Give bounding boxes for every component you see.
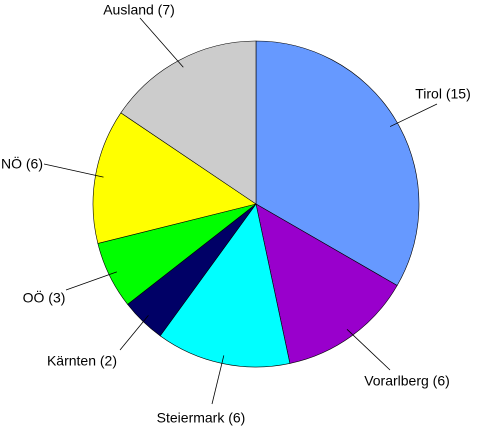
slice-label: Steiermark (6) [157,410,246,426]
leader-line [65,271,117,291]
leader-line [346,328,391,371]
leader-line [139,17,184,68]
leader-line [389,103,438,127]
slice-label: OÖ (3) [23,289,66,306]
leader-line [119,315,149,351]
slice-label: Ausland (7) [103,2,175,18]
slice-label: Tirol (15) [415,86,471,102]
pie-slice [120,40,257,205]
leader-line [43,163,104,178]
pie-slice [255,203,398,364]
slice-label: NÖ (6) [1,155,43,172]
slice-label: Vorarlberg (6) [364,373,450,389]
pie-slice [255,40,420,286]
slice-label: Kärnten (2) [47,353,117,369]
leader-line [211,355,225,405]
